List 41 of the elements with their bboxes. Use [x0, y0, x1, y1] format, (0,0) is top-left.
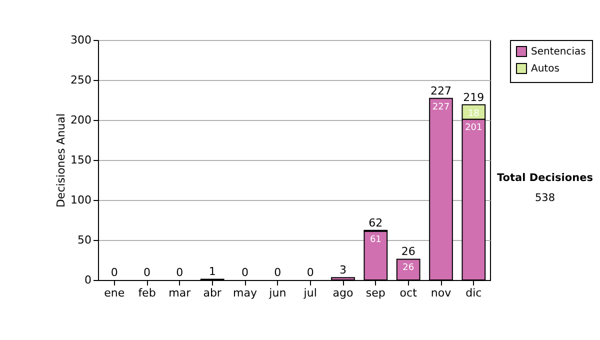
- x-tick-label: ene: [104, 286, 125, 300]
- x-tick-label: jul: [302, 286, 317, 300]
- text: 538: [534, 192, 556, 204]
- data-label: 26: [402, 263, 414, 274]
- data-label: 201: [465, 123, 482, 134]
- total-label: 3: [340, 264, 346, 277]
- total-label: 219: [463, 90, 484, 104]
- y-tick-label: 100: [70, 194, 92, 206]
- y-tick-label: 300: [70, 34, 92, 46]
- data-label: 18: [468, 108, 480, 119]
- x-tick-label: ago: [332, 286, 354, 300]
- x-tick-label: mar: [168, 286, 192, 300]
- total-label: 62: [368, 216, 383, 230]
- legend-label: Autos: [531, 64, 560, 74]
- y-tick-label: 150: [70, 154, 92, 166]
- x-tick-label: jun: [268, 286, 286, 300]
- x-tick-label: feb: [138, 286, 156, 300]
- y-axis-title: Decisiones Anual: [54, 113, 68, 208]
- x-tick-label: dic: [466, 286, 482, 300]
- y-tick-label: 0: [84, 274, 92, 286]
- total-label: 0: [306, 266, 314, 279]
- y-tick-label: 200: [70, 114, 92, 126]
- x-tick-label: nov: [430, 286, 452, 300]
- total-label: 1: [208, 265, 216, 278]
- data-label: 227: [432, 102, 450, 112]
- x-tick-label: abr: [203, 286, 222, 300]
- total-label: 0: [176, 266, 184, 279]
- total-label: 26: [401, 245, 416, 258]
- x-tick-label: oct: [400, 286, 418, 300]
- text: Total Decisiones: [496, 172, 594, 184]
- x-tick-label: sep: [366, 286, 386, 300]
- total-label: 0: [242, 266, 248, 279]
- x-tick-label: may: [233, 286, 258, 300]
- data-label: 61: [370, 235, 382, 246]
- legend-label: Sentencias: [531, 46, 586, 58]
- y-tick-label: 50: [78, 234, 92, 246]
- total-label: 0: [274, 266, 282, 279]
- total-label: 0: [144, 266, 150, 279]
- total-label: 0: [110, 266, 118, 279]
- total-label: 227: [430, 84, 452, 98]
- y-tick-label: 250: [70, 74, 92, 86]
